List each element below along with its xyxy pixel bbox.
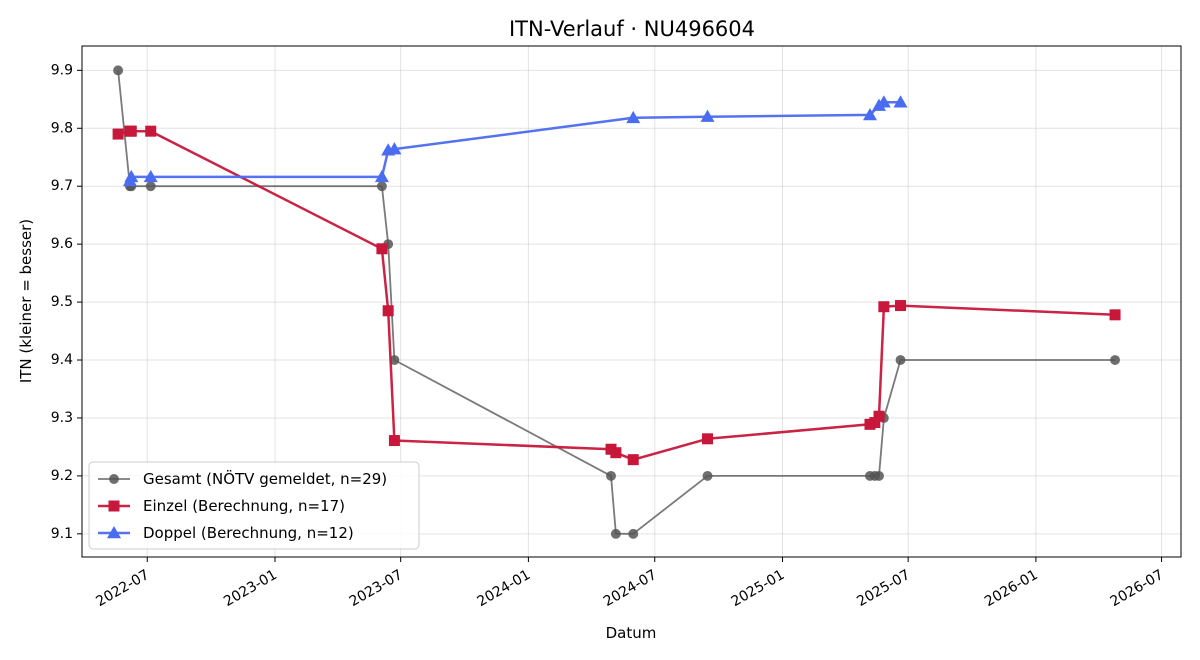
data-point (382, 305, 394, 317)
series-layer (112, 65, 1121, 539)
data-point (876, 95, 891, 108)
legend-entry: Gesamt (NÖTV gemeldet, n=29) (98, 469, 387, 488)
y-tick-label: 9.9 (51, 62, 73, 78)
data-point (125, 125, 137, 137)
data-point (108, 500, 120, 512)
data-point (112, 128, 124, 140)
y-tick-label: 9.8 (51, 120, 73, 136)
data-point (387, 142, 402, 155)
legend-entry: Einzel (Berechnung, n=17) (98, 497, 345, 515)
series-2 (112, 125, 1121, 466)
data-point (895, 300, 907, 312)
data-point (1109, 309, 1121, 321)
data-point (376, 181, 387, 192)
data-point (610, 528, 621, 539)
data-point (702, 470, 713, 481)
y-tick-label: 9.7 (51, 178, 73, 194)
data-point (145, 125, 157, 137)
data-point (388, 435, 400, 447)
data-point (113, 65, 124, 76)
legend-label: Doppel (Berechnung, n=12) (143, 524, 354, 542)
data-point (878, 301, 890, 313)
legend: Gesamt (NÖTV gemeldet, n=29) Einzel (Bere… (88, 461, 420, 550)
data-point (124, 169, 139, 183)
data-point (145, 181, 156, 192)
y-tick-label: 9.4 (51, 352, 73, 368)
plot-frame (81, 45, 1182, 558)
y-tick-label: 9.2 (51, 468, 73, 484)
data-point (700, 109, 715, 122)
data-point (143, 169, 158, 183)
x-axis-label: Datum (606, 624, 657, 642)
data-point (893, 95, 908, 108)
chart-title: ITN-Verlauf · NU496604 (509, 17, 755, 41)
y-tick-label: 9.3 (51, 410, 73, 426)
data-point (873, 410, 885, 422)
data-point (107, 526, 121, 539)
data-point (626, 110, 641, 124)
legend-box (88, 461, 420, 550)
data-point (376, 243, 388, 255)
data-point (628, 528, 639, 539)
data-point (606, 470, 616, 481)
y-tick-label: 9.1 (51, 526, 73, 542)
data-point (1110, 355, 1120, 365)
legend-entry: Doppel (Berechnung, n=12) (98, 524, 354, 542)
data-point (627, 454, 639, 466)
data-point (895, 355, 906, 365)
legend-label: Einzel (Berechnung, n=17) (143, 497, 345, 515)
y-axis-label: ITN (kleiner = besser) (17, 219, 35, 383)
data-point (610, 447, 622, 459)
data-point (702, 433, 714, 445)
data-point (109, 474, 119, 484)
data-point (374, 169, 389, 183)
legend-label: Gesamt (NÖTV gemeldet, n=29) (143, 469, 387, 488)
data-point (874, 470, 884, 481)
data-point (389, 355, 400, 365)
y-tick-label: 9.5 (51, 294, 73, 310)
data-point (869, 417, 881, 429)
data-point (862, 107, 877, 121)
y-tick-label: 9.6 (51, 236, 73, 252)
series-3 (122, 95, 908, 187)
